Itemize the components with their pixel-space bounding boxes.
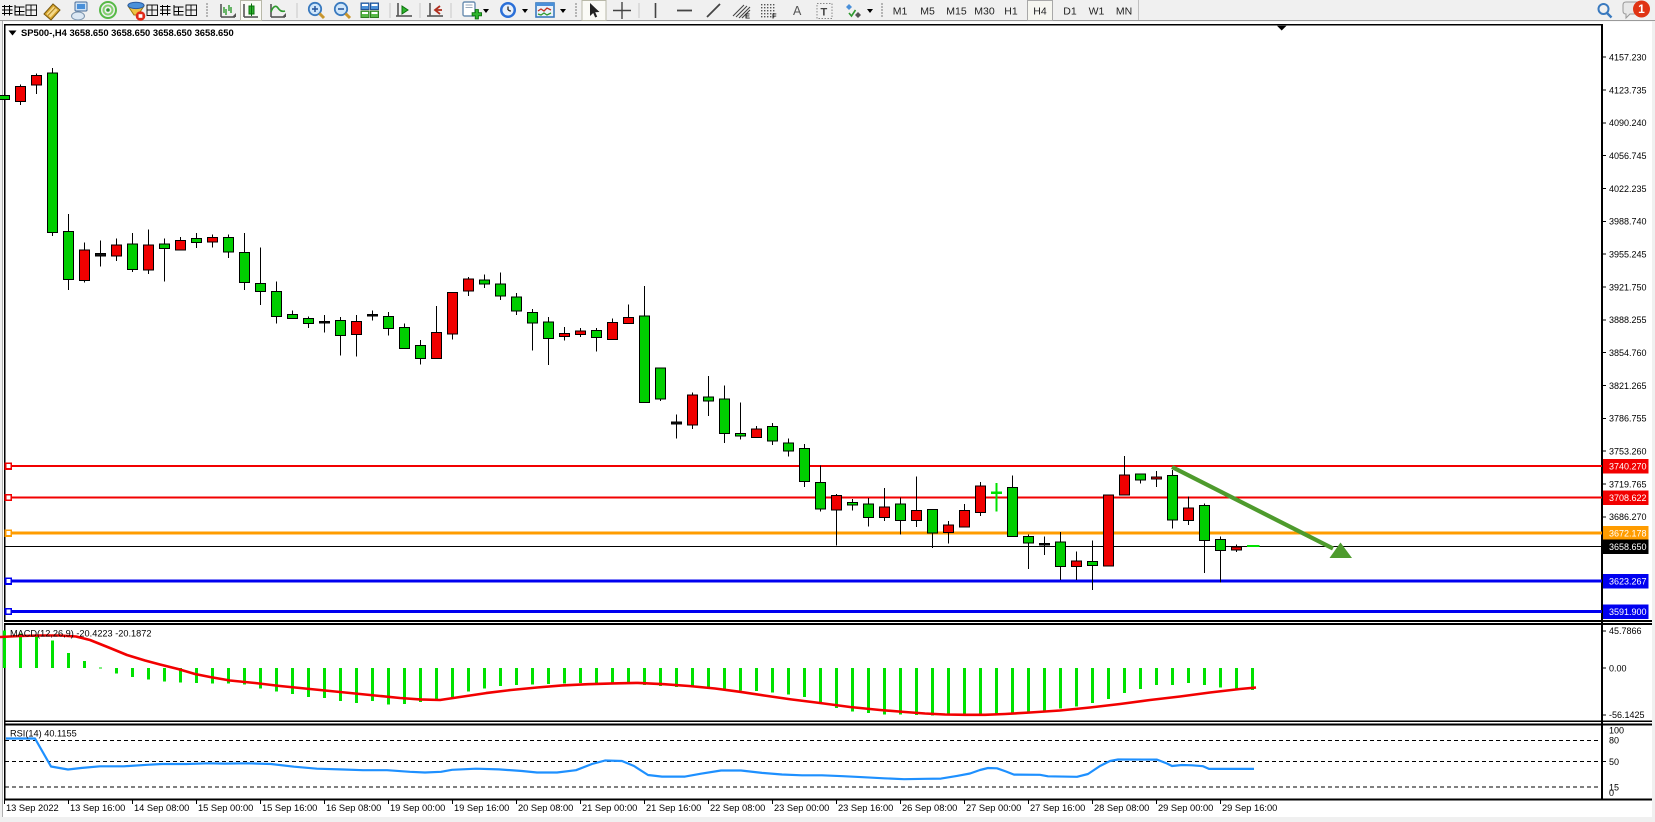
svg-text:20 Sep 08:00: 20 Sep 08:00 <box>518 803 573 813</box>
svg-text:RSI(14) 40.1155: RSI(14) 40.1155 <box>10 728 77 738</box>
svg-text:M30: M30 <box>974 6 995 18</box>
svg-text:3753.260: 3753.260 <box>1609 446 1647 456</box>
svg-text:4090.240: 4090.240 <box>1609 118 1647 128</box>
svg-text:15: 15 <box>1609 782 1619 792</box>
svg-text:M5: M5 <box>920 6 935 18</box>
svg-text:A: A <box>793 4 802 18</box>
svg-text:H4: H4 <box>1033 6 1047 18</box>
svg-text:3708.622: 3708.622 <box>1609 493 1647 503</box>
svg-text:21 Sep 16:00: 21 Sep 16:00 <box>646 803 701 813</box>
svg-text:W1: W1 <box>1089 6 1105 18</box>
svg-text:E: E <box>745 12 750 21</box>
svg-text:3854.760: 3854.760 <box>1609 348 1647 358</box>
svg-text:3672.178: 3672.178 <box>1609 529 1647 539</box>
svg-text:3740.270: 3740.270 <box>1609 462 1647 472</box>
svg-text:1: 1 <box>1638 2 1645 16</box>
svg-text:26 Sep 08:00: 26 Sep 08:00 <box>902 803 957 813</box>
svg-text:29 Sep 00:00: 29 Sep 00:00 <box>1158 803 1213 813</box>
svg-text:3921.750: 3921.750 <box>1609 282 1647 292</box>
svg-text:4123.735: 4123.735 <box>1609 85 1647 95</box>
svg-text:13 Sep 2022: 13 Sep 2022 <box>6 803 59 813</box>
svg-text:0.00: 0.00 <box>1609 663 1627 673</box>
svg-text:-56.1425: -56.1425 <box>1609 710 1645 720</box>
svg-text:27 Sep 16:00: 27 Sep 16:00 <box>1030 803 1085 813</box>
svg-text:3591.900: 3591.900 <box>1609 607 1647 617</box>
svg-text:29 Sep 16:00: 29 Sep 16:00 <box>1222 803 1277 813</box>
svg-text:3686.270: 3686.270 <box>1609 512 1647 522</box>
svg-text:4157.230: 4157.230 <box>1609 53 1647 63</box>
svg-text:23 Sep 00:00: 23 Sep 00:00 <box>774 803 829 813</box>
svg-text:28 Sep 08:00: 28 Sep 08:00 <box>1094 803 1149 813</box>
svg-text:MACD(12,26,9) -20.4223 -20.187: MACD(12,26,9) -20.4223 -20.1872 <box>10 628 151 638</box>
svg-text:3888.255: 3888.255 <box>1609 315 1647 325</box>
svg-text:19 Sep 00:00: 19 Sep 00:00 <box>390 803 445 813</box>
svg-text:3988.740: 3988.740 <box>1609 217 1647 227</box>
svg-text:3623.267: 3623.267 <box>1609 577 1647 587</box>
svg-text:3786.755: 3786.755 <box>1609 414 1647 424</box>
svg-text:SP500-,H4 3658.650 3658.650 3: SP500-,H4 3658.650 3658.650 3658.650 365… <box>21 27 234 38</box>
svg-text:3658.650: 3658.650 <box>1609 542 1647 552</box>
svg-text:M1: M1 <box>893 6 908 18</box>
svg-text:45.7866: 45.7866 <box>1609 626 1642 636</box>
svg-text:21 Sep 00:00: 21 Sep 00:00 <box>582 803 637 813</box>
svg-text:100: 100 <box>1609 726 1624 736</box>
svg-text:4056.745: 4056.745 <box>1609 151 1647 161</box>
svg-text:15 Sep 00:00: 15 Sep 00:00 <box>198 803 253 813</box>
svg-text:15 Sep 16:00: 15 Sep 16:00 <box>262 803 317 813</box>
svg-text:19 Sep 16:00: 19 Sep 16:00 <box>454 803 509 813</box>
svg-text:M15: M15 <box>946 6 967 18</box>
svg-text:23 Sep 16:00: 23 Sep 16:00 <box>838 803 893 813</box>
svg-text:50: 50 <box>1609 757 1619 767</box>
svg-text:3955.245: 3955.245 <box>1609 250 1647 260</box>
svg-text:14 Sep 08:00: 14 Sep 08:00 <box>134 803 189 813</box>
svg-text:13 Sep 16:00: 13 Sep 16:00 <box>70 803 125 813</box>
svg-text:80: 80 <box>1609 736 1619 746</box>
svg-text:D1: D1 <box>1063 6 1077 18</box>
svg-text:3719.765: 3719.765 <box>1609 479 1647 489</box>
svg-text:22 Sep 08:00: 22 Sep 08:00 <box>710 803 765 813</box>
svg-text:0: 0 <box>1609 788 1614 798</box>
svg-text:16 Sep 08:00: 16 Sep 08:00 <box>326 803 381 813</box>
svg-text:F: F <box>772 12 777 21</box>
svg-text:MN: MN <box>1116 6 1132 18</box>
svg-text:3821.265: 3821.265 <box>1609 381 1647 391</box>
svg-text:4022.235: 4022.235 <box>1609 184 1647 194</box>
svg-text:T: T <box>821 7 828 19</box>
svg-text:27 Sep 00:00: 27 Sep 00:00 <box>966 803 1021 813</box>
svg-text:H1: H1 <box>1004 6 1018 18</box>
